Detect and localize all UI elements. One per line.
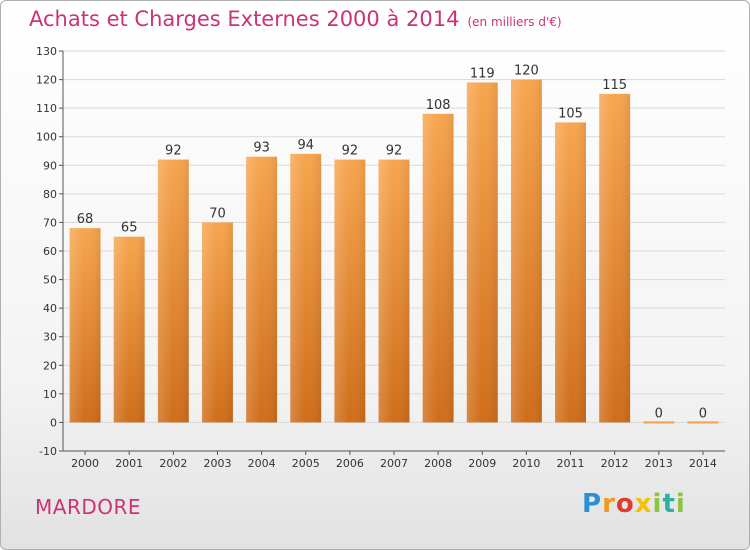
bar-value-label: 70 [209,206,226,221]
y-tick-label: 130 [36,45,57,58]
y-tick-label: 70 [43,216,57,229]
bar-shade [466,82,498,423]
y-tick-label: 30 [43,331,57,344]
bar-value-label: 105 [558,106,583,121]
y-tick-label: 120 [36,74,57,87]
x-tick-label: 2000 [71,457,99,470]
chart-title: Achats et Charges Externes 2000 à 2014 (e… [29,7,562,31]
bar-shade [290,153,322,423]
bar [643,421,675,424]
bar-shade [69,228,101,423]
x-tick-label: 2004 [248,457,276,470]
bar-value-label: 68 [77,212,94,227]
bar-value-label: 0 [655,406,663,421]
y-tick-label: 20 [43,359,57,372]
x-tick-label: 2001 [115,457,143,470]
y-tick-label: 0 [50,416,57,429]
x-tick-label: 2014 [689,457,717,470]
bar-value-label: 120 [514,64,539,79]
bar-value-label: 92 [342,144,359,159]
bar-value-label: 94 [297,138,314,153]
bar-value-label: 92 [165,144,182,159]
bar-value-label: 92 [386,144,403,159]
y-tick-label: 90 [43,159,57,172]
y-tick-label: 110 [36,102,57,115]
x-tick-label: 2010 [512,457,540,470]
x-tick-label: 2003 [203,457,231,470]
y-tick-label: 10 [43,388,57,401]
chart-title-text: Achats et Charges Externes 2000 à 2014 [29,7,460,31]
bar-shade [378,159,410,423]
y-tick-label: 60 [43,245,57,258]
chart-unit-note: (en milliers d'€) [467,15,562,29]
proxiti-logo: Proxiti [582,489,686,519]
x-tick-label: 2002 [159,457,187,470]
bar-shade [157,159,189,423]
x-tick-label: 2005 [292,457,320,470]
x-tick-label: 2011 [557,457,585,470]
bar-shade [422,113,454,423]
bar-value-label: 0 [699,406,707,421]
bar-value-label: 93 [253,141,270,156]
bar-shade [555,122,586,423]
x-tick-label: 2009 [468,457,496,470]
x-tick-label: 2013 [645,457,673,470]
bar-shade [334,159,366,423]
y-tick-label: 80 [43,188,57,201]
bar-shade [202,222,233,423]
bar-shade [113,236,145,423]
y-tick-label: -10 [39,445,57,458]
x-tick-label: 2007 [380,457,408,470]
commune-name: MARDORE [35,495,142,519]
bar-value-label: 115 [602,78,627,93]
y-tick-label: 40 [43,302,57,315]
x-tick-label: 2006 [336,457,364,470]
y-tick-label: 100 [36,131,57,144]
bar-value-label: 119 [470,66,495,81]
x-tick-label: 2012 [601,457,629,470]
x-tick-label: 2008 [424,457,452,470]
bar-value-label: 108 [426,98,451,113]
bar-value-label: 65 [121,221,138,236]
bar [687,421,719,424]
y-tick-label: 50 [43,274,57,287]
bar-shade [599,93,631,423]
bar-shade [246,156,278,423]
bar-shade [510,79,542,423]
